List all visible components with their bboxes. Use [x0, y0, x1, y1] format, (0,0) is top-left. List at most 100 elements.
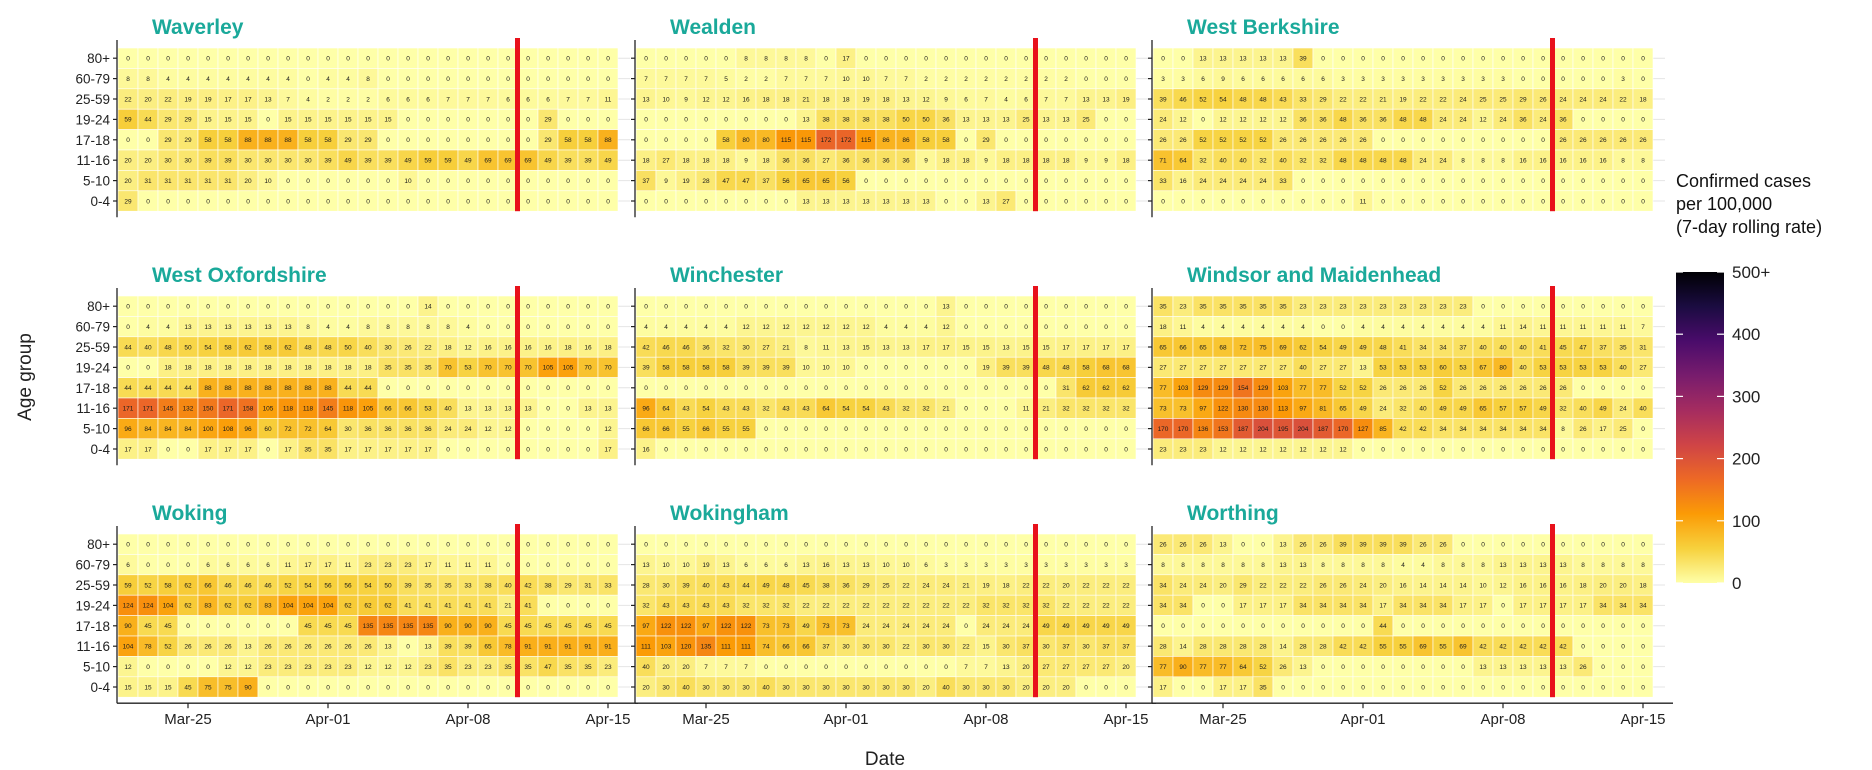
cell-value-label: 0 [1461, 684, 1465, 691]
panel-title: Waverley [152, 16, 244, 39]
cell-value-label: 49 [1062, 623, 1070, 630]
cell-value-label: 13 [1539, 664, 1547, 671]
cell-value-label: 0 [864, 365, 868, 372]
cell-value-label: 0 [1481, 56, 1485, 63]
cell-value-label: 10 [404, 178, 412, 185]
cell-value-label: 32 [1122, 406, 1130, 413]
cell-value-label: 40 [1219, 158, 1227, 165]
cell-value-label: 0 [166, 446, 170, 453]
cell-value-label: 3 [1361, 76, 1365, 83]
cell-value-label: 13 [1299, 562, 1307, 569]
cell-value-label: 35 [564, 664, 572, 671]
cell-value-label: 18 [244, 365, 252, 372]
cell-value-label: 24 [1579, 96, 1587, 103]
cell-value-label: 18 [204, 365, 212, 372]
cell-value-label: 0 [546, 56, 550, 63]
cell-value-label: 62 [184, 582, 192, 589]
cell-value-label: 36 [1359, 117, 1367, 124]
cell-value-label: 19 [982, 365, 990, 372]
cell-value-label: 24 [1559, 96, 1567, 103]
cell-value-label: 91 [544, 644, 552, 651]
cell-value-label: 18 [444, 344, 452, 351]
cell-value-label: 0 [186, 198, 190, 205]
cell-value-label: 17 [144, 446, 152, 453]
x-tick-label: Apr-01 [1340, 711, 1385, 728]
cell-value-label: 32 [1022, 603, 1030, 610]
cell-value-label: 64 [324, 426, 332, 433]
cell-value-label: 88 [244, 385, 252, 392]
cell-value-label: 0 [1341, 198, 1345, 205]
cell-value-label: 13 [882, 198, 890, 205]
cell-value-label: 23 [264, 664, 272, 671]
cell-value-label: 24 [862, 623, 870, 630]
x-tick-label: Apr-15 [585, 711, 630, 728]
cell-value-label: 0 [1521, 684, 1525, 691]
cell-value-label: 0 [1521, 56, 1525, 63]
cell-value-label: 26 [1279, 137, 1287, 144]
cell-value-label: 13 [802, 117, 810, 124]
cell-value-label: 34 [1539, 426, 1547, 433]
cell-value-label: 25 [1022, 117, 1030, 124]
cell-value-label: 0 [1461, 623, 1465, 630]
cell-value-label: 36 [404, 426, 412, 433]
cell-value-label: 0 [984, 542, 988, 549]
cell-value-label: 124 [123, 603, 134, 610]
cell-value-label: 0 [466, 198, 470, 205]
cell-value-label: 0 [864, 542, 868, 549]
cell-value-label: 100 [203, 426, 214, 433]
cell-value-label: 0 [526, 385, 530, 392]
cell-value-label: 8 [1461, 158, 1465, 165]
cell-value-label: 17 [424, 446, 432, 453]
cell-value-label: 0 [764, 385, 768, 392]
cell-value-label: 24 [464, 426, 472, 433]
cell-value-label: 0 [1221, 623, 1225, 630]
cell-value-label: 0 [1341, 56, 1345, 63]
cell-value-label: 21 [802, 96, 810, 103]
cell-value-label: 0 [1621, 446, 1625, 453]
cell-value-label: 18 [962, 158, 970, 165]
cell-value-label: 49 [1122, 623, 1130, 630]
cell-value-label: 14 [1419, 582, 1427, 589]
cell-value-label: 13 [1239, 56, 1247, 63]
cell-value-label: 0 [1044, 56, 1048, 63]
cell-value-label: 0 [606, 76, 610, 83]
cell-value-label: 8 [366, 324, 370, 331]
cell-value-label: 26 [364, 644, 372, 651]
cell-value-label: 66 [702, 426, 710, 433]
cell-value-label: 187 [1318, 426, 1329, 433]
cell-value-label: 52 [1359, 385, 1367, 392]
cell-value-label: 7 [804, 76, 808, 83]
cell-value-label: 13 [1219, 56, 1227, 63]
cell-value-label: 6 [406, 96, 410, 103]
cell-value-label: 0 [606, 324, 610, 331]
cell-value-label: 35 [1199, 304, 1207, 311]
cell-value-label: 39 [584, 158, 592, 165]
cell-value-label: 135 [423, 623, 434, 630]
cell-value-label: 0 [386, 56, 390, 63]
cell-value-label: 28 [1299, 644, 1307, 651]
cell-value-label: 46 [662, 344, 670, 351]
cell-value-label: 13 [1559, 562, 1567, 569]
cell-value-label: 4 [704, 324, 708, 331]
cell-value-label: 0 [1601, 542, 1605, 549]
cell-value-label: 26 [344, 644, 352, 651]
cell-value-label: 8 [1201, 562, 1205, 569]
cell-value-label: 0 [126, 304, 130, 311]
cell-value-label: 0 [904, 178, 908, 185]
cell-value-label: 22 [1339, 96, 1347, 103]
cell-value-label: 39 [1339, 542, 1347, 549]
cell-value-label: 0 [1201, 603, 1205, 610]
cell-value-label: 12 [742, 324, 750, 331]
cell-value-label: 0 [1401, 198, 1405, 205]
cell-value-label: 0 [1104, 324, 1108, 331]
cell-value-label: 13 [882, 344, 890, 351]
cell-value-label: 35 [1619, 344, 1627, 351]
cell-value-label: 122 [681, 623, 692, 630]
cell-value-label: 0 [1541, 56, 1545, 63]
cell-value-label: 27 [1339, 365, 1347, 372]
panel-title: Wealden [670, 16, 756, 39]
cell-value-label: 34 [1299, 603, 1307, 610]
cell-value-label: 39 [682, 582, 690, 589]
cell-value-label: 0 [1641, 542, 1645, 549]
